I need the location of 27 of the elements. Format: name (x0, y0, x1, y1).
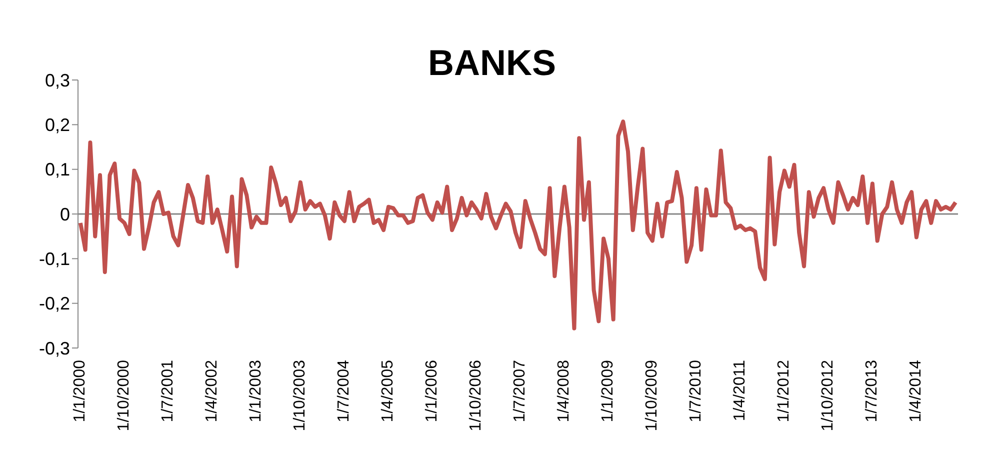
x-tick-label: 1/1/2006 (424, 360, 441, 422)
x-tick-label: 1/7/2004 (336, 360, 353, 422)
y-tick-label: -0,2 (38, 294, 70, 314)
x-tick-label: 1/4/2014 (908, 360, 925, 422)
x-tick-label: 1/7/2007 (512, 360, 529, 422)
x-tick-label: 1/7/2013 (864, 360, 881, 422)
x-tick-label: 1/1/2009 (600, 360, 617, 422)
x-tick-label: 1/10/2012 (820, 360, 837, 432)
x-tick-label: 1/10/2003 (292, 360, 309, 432)
x-tick-label: 1/7/2001 (160, 360, 177, 422)
y-tick-label: 0 (60, 204, 70, 224)
x-tick-label: 1/1/2003 (248, 360, 265, 422)
x-tick-label: 1/10/2009 (644, 360, 661, 432)
y-tick-label: 0,2 (44, 115, 70, 136)
x-tick-label: 1/1/2012 (776, 360, 793, 422)
x-tick-label: 1/10/2006 (468, 360, 485, 432)
x-tick-label: 1/4/2005 (380, 360, 397, 422)
y-tick-label: -0,3 (38, 338, 70, 358)
x-tick-label: 1/4/2002 (204, 360, 221, 422)
x-tick-label: 1/1/2000 (72, 360, 89, 422)
y-tick-label: 0,3 (44, 70, 70, 90)
x-tick-label: 1/4/2008 (556, 360, 573, 422)
y-tick-label: -0,1 (38, 249, 70, 270)
x-tick-label: 1/7/2010 (688, 360, 705, 422)
x-tick-label: 1/4/2011 (732, 360, 749, 422)
x-tick-label: 1/10/2000 (116, 360, 133, 432)
y-tick-label: 0,1 (44, 160, 70, 180)
